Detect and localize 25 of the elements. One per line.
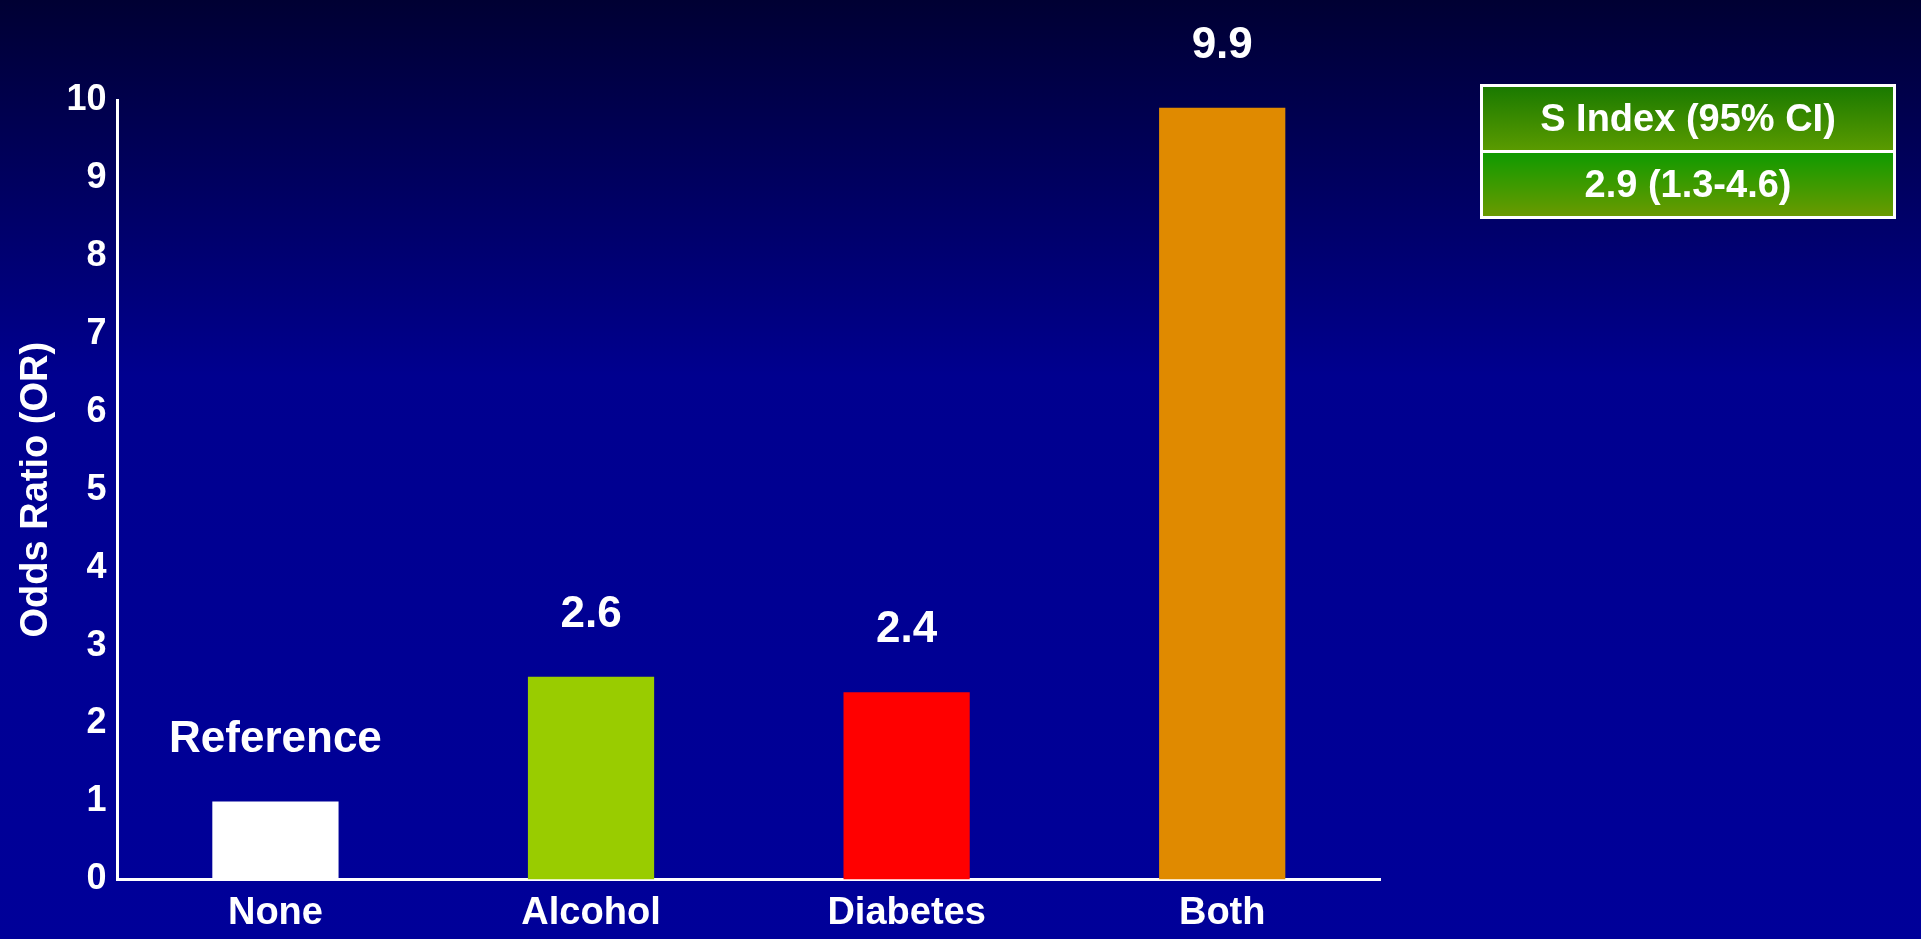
bar <box>843 692 970 880</box>
y-tick-label: 4 <box>86 544 107 586</box>
y-tick-label: 5 <box>86 466 107 508</box>
bar <box>1159 107 1286 880</box>
text: 2.9 (1.3-4.6) <box>1483 150 1893 216</box>
y-tick-label: 2 <box>86 700 107 742</box>
y-tick-label: 7 <box>86 310 107 352</box>
y-axis-title: Odds Ratio (OR) <box>13 341 56 638</box>
x-tick-label: Both <box>1178 889 1266 932</box>
data-label: 2.6 <box>560 586 622 636</box>
text: S Index (95% CI) <box>1483 87 1893 150</box>
y-tick-label: 1 <box>86 778 107 820</box>
x-tick-label: Alcohol <box>521 889 661 932</box>
data-label: 2.4 <box>876 602 938 652</box>
data-label: 9.9 <box>1191 17 1253 67</box>
x-tick-label: None <box>227 889 323 932</box>
x-tick-label: Diabetes <box>827 889 986 932</box>
y-tick-label: 6 <box>86 388 107 430</box>
y-tick-label: 0 <box>86 856 107 898</box>
bar <box>527 676 655 880</box>
data-label: Reference <box>169 711 382 761</box>
y-tick-label: 3 <box>86 622 107 664</box>
y-tick-label: 9 <box>86 154 107 196</box>
y-tick-label: 8 <box>86 232 107 274</box>
y-tick-label: 10 <box>66 76 107 118</box>
